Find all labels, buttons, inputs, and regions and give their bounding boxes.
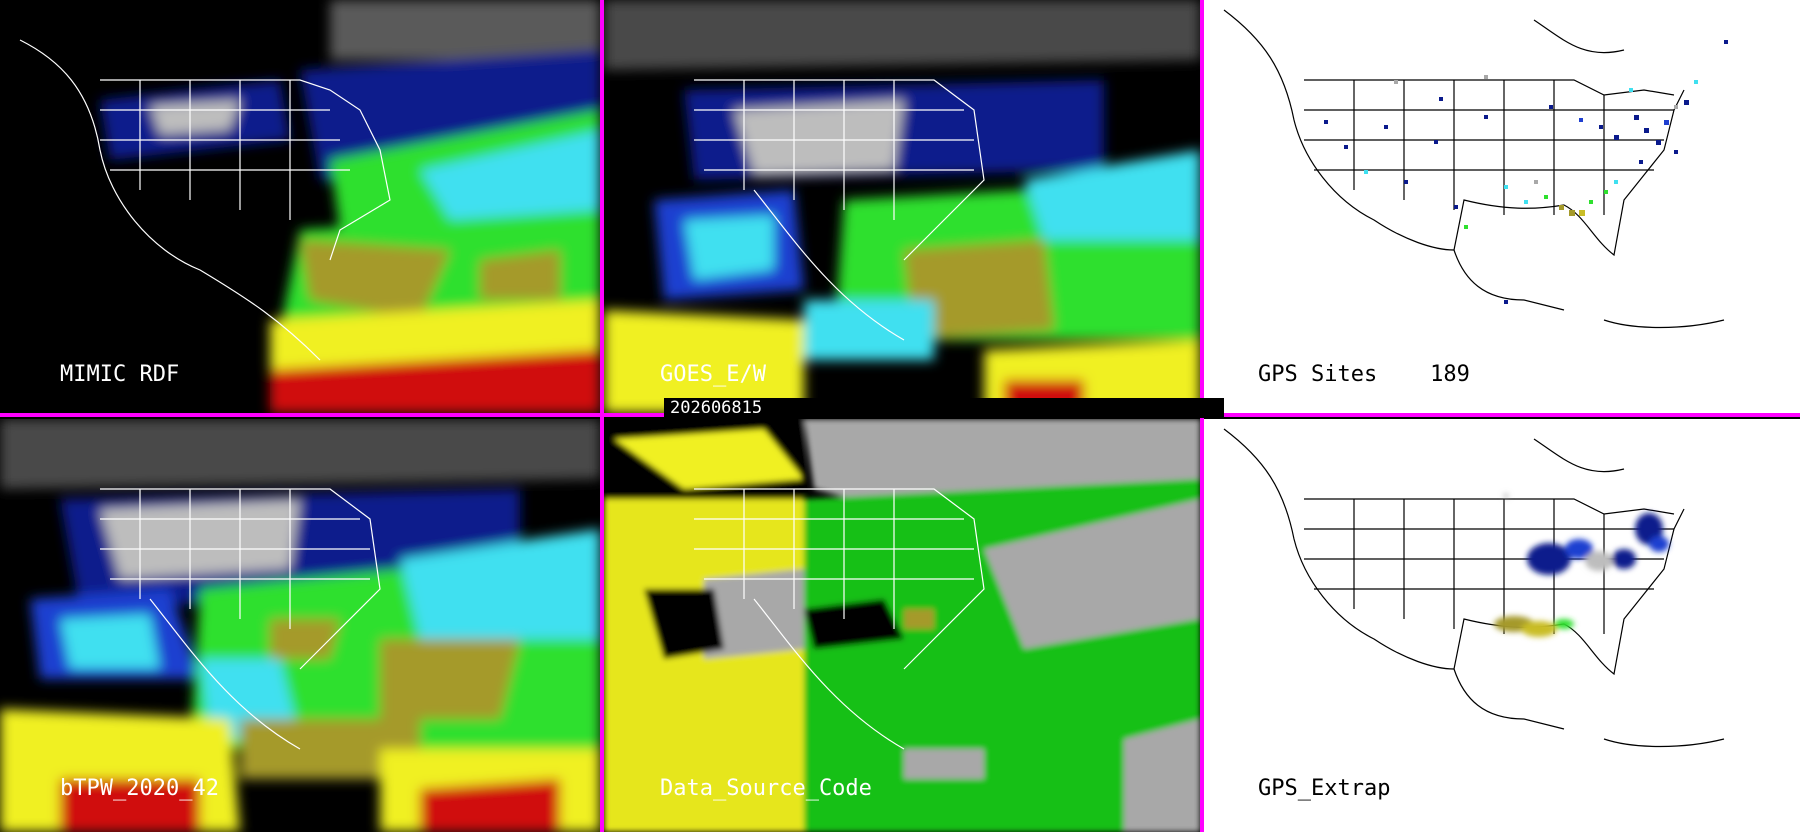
mimic-rdf-image bbox=[19, 0, 600, 413]
gps-sites-map bbox=[1223, 9, 1728, 329]
goes-image bbox=[604, 0, 1200, 413]
panel-label-gps-sites: GPS Sites 189 bbox=[1258, 362, 1470, 387]
panel-label-data-source-code: Data_Source_Code bbox=[660, 776, 872, 801]
map-panel-gps-sites: GPS Sites 189 bbox=[1204, 0, 1800, 413]
map-panel-mimic-rdf: MIMIC RDF bbox=[0, 0, 600, 413]
data-source-code-image bbox=[604, 419, 1200, 832]
gps-extrap-blobs bbox=[1494, 494, 1669, 637]
gps-site-markers bbox=[1324, 40, 1728, 304]
coastline-outline bbox=[19, 39, 391, 361]
gps-extrap-map bbox=[1223, 428, 1725, 748]
map-panel-goes: GOES_E/W bbox=[604, 0, 1200, 413]
panel-label-goes: GOES_E/W bbox=[660, 362, 766, 387]
map-panel-gps-extrap: GPS_Extrap bbox=[1204, 419, 1800, 832]
map-panel-data-source-code: Data_Source_Code bbox=[604, 419, 1200, 832]
timestamp-bar: 202606815 bbox=[664, 398, 1224, 418]
panel-label-btpw: bTPW_2020_42 bbox=[60, 776, 219, 801]
base-map-outline bbox=[1223, 9, 1725, 329]
panel-label-gps-extrap: GPS_Extrap bbox=[1258, 776, 1391, 801]
map-panel-btpw: bTPW_2020_42 bbox=[0, 419, 600, 832]
btpw-image bbox=[0, 419, 600, 832]
panel-label-mimic-rdf: MIMIC RDF bbox=[60, 362, 180, 387]
